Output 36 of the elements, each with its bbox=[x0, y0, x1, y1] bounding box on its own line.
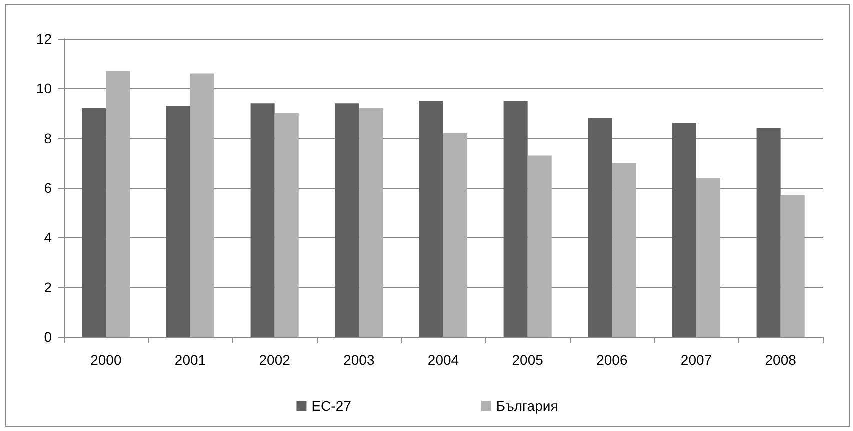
bar bbox=[444, 133, 468, 337]
legend-label: ЕС-27 bbox=[312, 398, 352, 414]
y-tick-label: 10 bbox=[36, 80, 52, 97]
x-tick-label: 2004 bbox=[428, 352, 460, 368]
bar bbox=[780, 195, 805, 337]
y-tick-label: 0 bbox=[44, 329, 52, 345]
x-tick-label: 2007 bbox=[680, 352, 712, 368]
x-tick-label: 2002 bbox=[259, 352, 291, 368]
x-tick-label: 2000 bbox=[90, 352, 122, 368]
x-tick-label: 2006 bbox=[596, 352, 628, 368]
y-tick-label: 6 bbox=[44, 180, 52, 196]
bar bbox=[106, 71, 130, 337]
bar bbox=[250, 104, 275, 337]
bar bbox=[612, 163, 636, 337]
bar bbox=[756, 128, 781, 337]
y-tick-label: 12 bbox=[36, 31, 52, 47]
bar bbox=[672, 123, 696, 337]
bar bbox=[190, 74, 215, 337]
bar bbox=[359, 108, 384, 337]
bar bbox=[335, 104, 360, 337]
y-tick-label: 2 bbox=[44, 279, 52, 296]
x-tick-label: 2001 bbox=[174, 352, 206, 368]
bar bbox=[504, 101, 528, 337]
bar bbox=[166, 106, 190, 337]
bar bbox=[588, 118, 612, 337]
bar bbox=[419, 101, 444, 337]
x-tick-label: 2008 bbox=[765, 352, 797, 368]
x-tick-label: 2005 bbox=[512, 352, 544, 368]
bar bbox=[696, 178, 721, 337]
bar bbox=[82, 108, 106, 337]
bar bbox=[528, 156, 552, 337]
x-tick-label: 2003 bbox=[344, 352, 375, 368]
bar bbox=[274, 114, 299, 337]
legend-label: България bbox=[496, 398, 558, 414]
y-tick-label: 4 bbox=[44, 230, 52, 246]
y-tick-label: 8 bbox=[44, 130, 52, 146]
